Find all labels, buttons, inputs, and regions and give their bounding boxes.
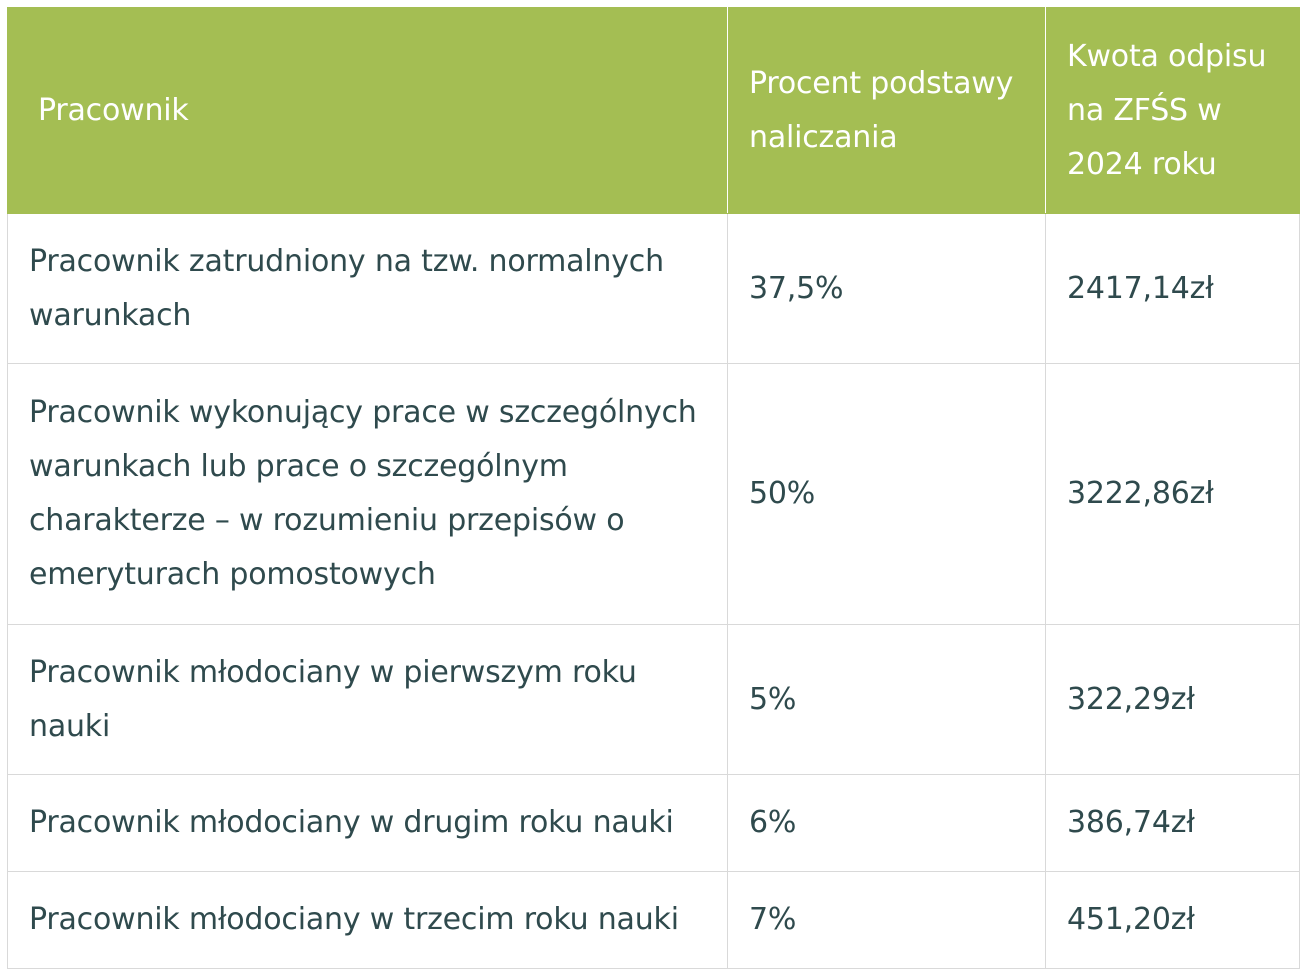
header-percent: Procent podstawy naliczania xyxy=(727,7,1046,214)
percent-cell: 7% xyxy=(727,871,1046,969)
table-row: Pracownik wykonujący prace w szczególnyc… xyxy=(7,363,1300,625)
percent-cell: 37,5% xyxy=(727,213,1046,364)
employee-cell: Pracownik młodociany w pierwszym roku na… xyxy=(7,624,728,775)
percent-cell: 6% xyxy=(727,774,1046,872)
employee-cell: Pracownik wykonujący prace w szczególnyc… xyxy=(7,363,728,625)
header-employee: Pracownik xyxy=(7,7,728,214)
table-header: Pracownik Procent podstawy naliczania Kw… xyxy=(7,7,1300,214)
percent-cell: 50% xyxy=(727,363,1046,625)
table-row: Pracownik zatrudniony na tzw. normalnych… xyxy=(7,213,1300,364)
amount-cell: 3222,86zł xyxy=(1045,363,1300,625)
percent-cell: 5% xyxy=(727,624,1046,775)
header-amount: Kwota odpisu na ZFŚS w 2024 roku xyxy=(1045,7,1300,214)
amount-cell: 2417,14zł xyxy=(1045,213,1300,364)
amount-cell: 386,74zł xyxy=(1045,774,1300,872)
table-row: Pracownik młodociany w trzecim roku nauk… xyxy=(7,871,1300,969)
employee-cell: Pracownik młodociany w trzecim roku nauk… xyxy=(7,871,728,969)
header-row: Pracownik Procent podstawy naliczania Kw… xyxy=(7,7,1300,214)
table-row: Pracownik młodociany w drugim roku nauki… xyxy=(7,774,1300,872)
amount-cell: 322,29zł xyxy=(1045,624,1300,775)
employee-cell: Pracownik młodociany w drugim roku nauki xyxy=(7,774,728,872)
zfss-table: Pracownik Procent podstawy naliczania Kw… xyxy=(7,7,1300,969)
table-body: Pracownik zatrudniony na tzw. normalnych… xyxy=(7,213,1300,969)
employee-cell: Pracownik zatrudniony na tzw. normalnych… xyxy=(7,213,728,364)
amount-cell: 451,20zł xyxy=(1045,871,1300,969)
table-row: Pracownik młodociany w pierwszym roku na… xyxy=(7,624,1300,775)
